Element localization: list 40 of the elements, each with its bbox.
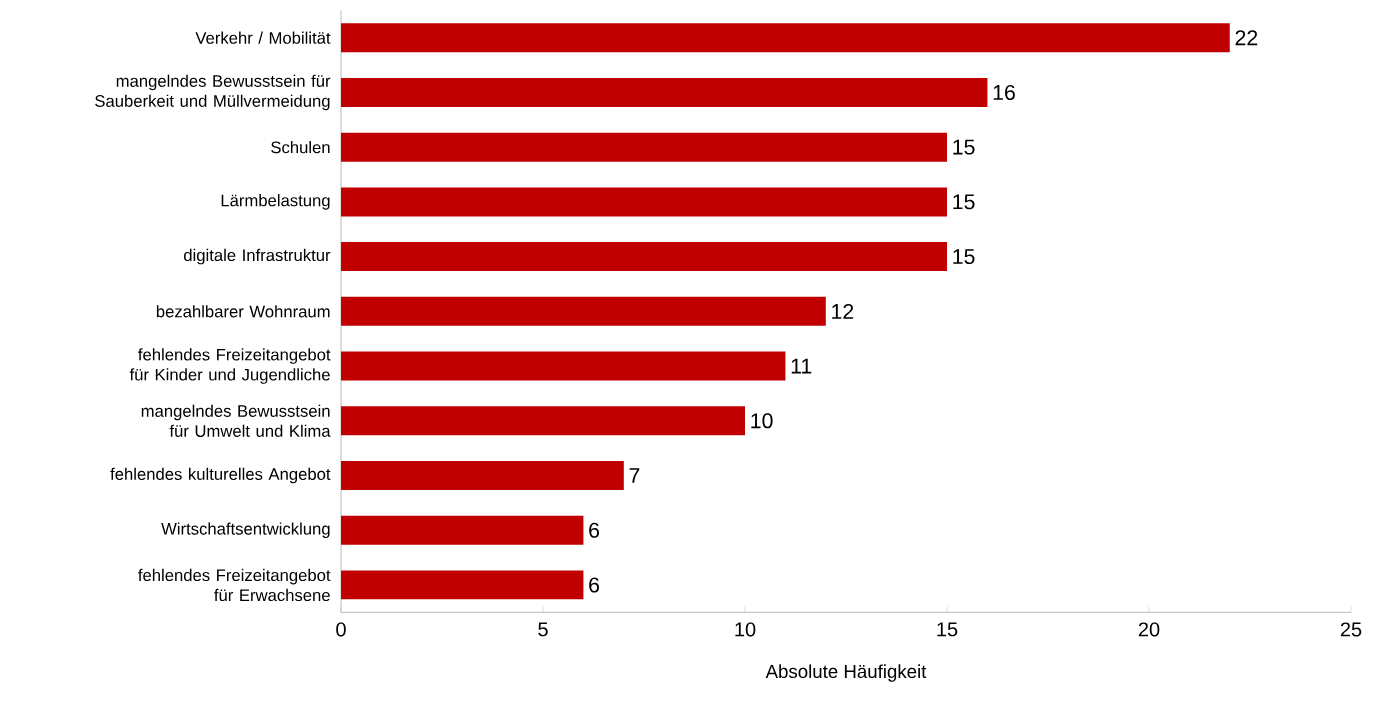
data-label: 7 — [629, 468, 640, 483]
y-tick-label: mangelndes Bewusstsein für Umwelt und Klima — [141, 404, 331, 437]
y-tick-label: Verkehr / Mobilität — [195, 31, 331, 44]
bar — [341, 515, 584, 545]
data-label: 15 — [953, 194, 975, 210]
x-tick-label: 25 — [1340, 622, 1362, 637]
data-label: 22 — [1235, 30, 1258, 45]
x-tick-label: 20 — [1138, 622, 1160, 637]
y-tick-label: digitale Infrastruktur — [184, 248, 331, 265]
data-label: 12 — [832, 303, 854, 319]
data-label: 15 — [953, 249, 975, 264]
bar — [341, 187, 948, 217]
y-tick-label: Schulen — [271, 140, 330, 154]
bar — [341, 460, 624, 490]
y-tick-label: fehlendes kulturelles Angebot — [110, 467, 331, 484]
bar — [341, 241, 948, 271]
x-tick-label: 5 — [538, 622, 548, 637]
x-axis-title: Absolute Häufigkeit — [765, 664, 927, 682]
data-label: 6 — [589, 577, 600, 593]
data-label: 11 — [791, 358, 812, 374]
data-label: 6 — [589, 522, 600, 538]
bar — [341, 570, 584, 600]
y-tick-label: fehlendes Freizeitangebot für Kinder und Jugendliche — [129, 348, 331, 384]
y-tick-label: mangelndes Bewusstsein für Sauberkeit und Müllvermeidung — [95, 74, 331, 111]
data-label: 15 — [953, 139, 975, 155]
bar — [341, 406, 746, 436]
data-label: 16 — [993, 84, 1015, 100]
data-label: 10 — [751, 413, 773, 429]
bar — [341, 296, 826, 326]
x-tick-label: 0 — [336, 622, 346, 637]
y-tick-label: Lärmbelastung — [221, 193, 330, 210]
y-tick-label: fehlendes Freizeitangebot für Erwachsene — [138, 568, 331, 601]
x-tick-label: 15 — [937, 622, 958, 637]
bar — [341, 351, 786, 381]
bar — [341, 23, 1230, 53]
x-tick-label: 10 — [735, 622, 756, 637]
bar — [341, 132, 948, 162]
bar — [341, 77, 988, 107]
y-tick-label: Wirtschaftsentwicklung — [161, 522, 330, 538]
y-tick-label: bezahlbarer Wohnraum — [156, 305, 330, 318]
